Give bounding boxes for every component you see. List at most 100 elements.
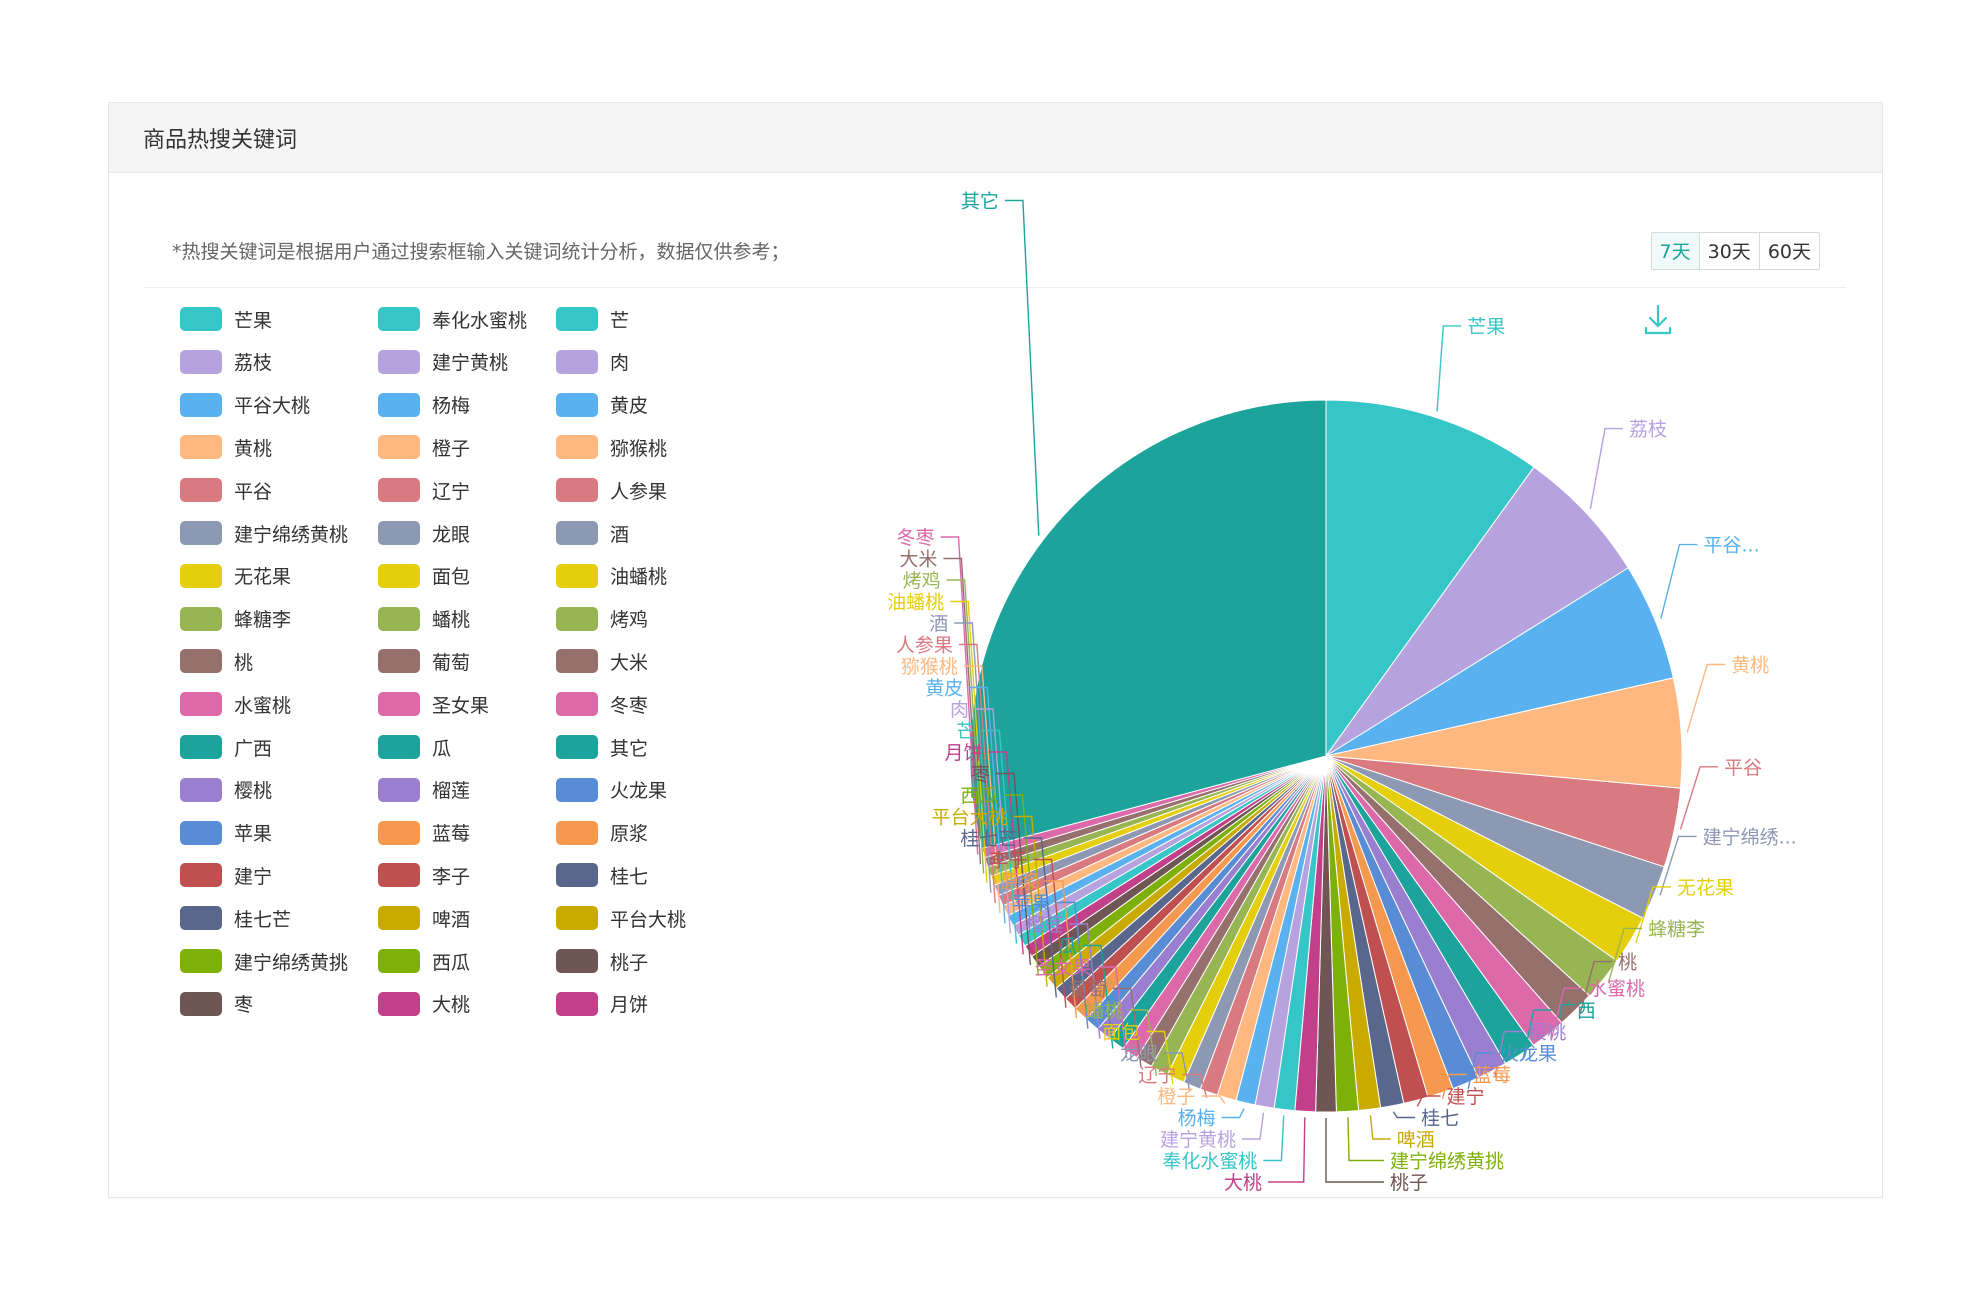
legend-item[interactable]: 平谷大桃: [180, 390, 370, 420]
slice-label: 芒果: [1467, 316, 1505, 338]
legend-item[interactable]: 苹果: [180, 818, 370, 848]
legend-swatch: [556, 606, 598, 631]
slice-label: 樱桃: [1528, 1022, 1566, 1044]
legend-item[interactable]: 荔枝: [180, 347, 370, 377]
label-leader-line: [1607, 927, 1643, 983]
legend-item[interactable]: 建宁黄桃: [378, 347, 548, 377]
legend-item[interactable]: 建宁绵绣黄桃: [180, 518, 370, 548]
legend-item[interactable]: 水蜜桃: [180, 689, 370, 719]
legend-item[interactable]: 原浆: [556, 818, 716, 848]
legend-swatch: [378, 692, 420, 717]
legend-item[interactable]: 猕猴桃: [556, 432, 716, 462]
legend-item[interactable]: 樱桃: [180, 775, 370, 805]
legend-item[interactable]: 油蟠桃: [556, 561, 716, 591]
label-leader-line: [969, 686, 1006, 924]
label-leader-line: [1112, 987, 1142, 1068]
legend-item[interactable]: 人参果: [556, 475, 716, 505]
pie-slice[interactable]: [969, 399, 1327, 849]
legend-item[interactable]: 枣: [180, 989, 370, 1019]
legend-item[interactable]: 面包: [378, 561, 548, 591]
legend-item[interactable]: 冬枣: [556, 689, 716, 719]
legend-label: 桃: [234, 651, 254, 674]
legend-item[interactable]: 芒: [556, 304, 716, 334]
label-leader-line: [963, 665, 1001, 914]
legend-label: 枣: [234, 994, 254, 1017]
pie-slice[interactable]: [1325, 399, 1535, 758]
legend-item[interactable]: 黄桃: [180, 432, 370, 462]
legend-label: 西瓜: [432, 951, 471, 974]
legend-item[interactable]: 平谷: [180, 475, 370, 505]
label-leader-line: [1164, 1052, 1191, 1092]
legend-label: 奉化水蜜桃: [432, 309, 528, 332]
slice-label: 猕猴桃: [901, 656, 958, 678]
legend-item[interactable]: 芒果: [180, 304, 370, 334]
pie-slice[interactable]: [1325, 466, 1629, 757]
legend-item[interactable]: 龙眼: [378, 518, 548, 548]
legend-item[interactable]: 杨梅: [378, 390, 548, 420]
legend-item[interactable]: 桂七: [556, 860, 716, 890]
legend-label: 平谷: [234, 480, 273, 503]
slice-label: 黄皮: [925, 678, 963, 700]
legend-item[interactable]: 大米: [556, 646, 716, 676]
legend-item[interactable]: 瓜: [378, 732, 548, 762]
legend-label: 平谷大桃: [234, 395, 311, 418]
label-leader-line: [1146, 1030, 1174, 1085]
legend-item[interactable]: 平台大桃: [556, 903, 716, 933]
panel-header: 商品热搜关键词: [109, 103, 1882, 173]
legend-item[interactable]: 桂七芒: [180, 903, 370, 933]
label-leader-line: [958, 643, 996, 904]
label-leader-line: [1522, 1009, 1552, 1060]
download-icon[interactable]: [1638, 300, 1678, 340]
legend-item[interactable]: 啤酒: [378, 903, 548, 933]
legend-item[interactable]: 蓝莓: [378, 818, 548, 848]
slice-label: 辽宁: [1138, 1065, 1176, 1087]
legend-item[interactable]: 榴莲: [378, 775, 548, 805]
legend-item[interactable]: 月饼: [556, 989, 716, 1019]
slice-label: 瓜: [1058, 936, 1077, 958]
legend-swatch: [556, 991, 598, 1016]
slice-label: 龙眼: [1120, 1043, 1158, 1065]
legend-item[interactable]: 蟠桃: [378, 604, 548, 634]
legend-item[interactable]: 肉: [556, 347, 716, 377]
legend-item[interactable]: 大桃: [378, 989, 548, 1019]
range-60d-button[interactable]: 60天: [1758, 232, 1819, 269]
label-leader-line: [1325, 1118, 1384, 1183]
legend-item[interactable]: 葡萄: [378, 646, 548, 676]
legend-label: 水蜜桃: [234, 694, 292, 717]
legend-item[interactable]: 建宁: [180, 860, 370, 890]
legend-item[interactable]: 橙子: [378, 432, 548, 462]
legend-item[interactable]: 广西: [180, 732, 370, 762]
label-leader-line: [943, 557, 982, 865]
notice-text: *热搜关键词是根据用户通过搜索框输入关键词统计分析，数据仅供参考；: [172, 241, 790, 263]
legend-item[interactable]: 辽宁: [378, 475, 548, 505]
legend-item[interactable]: 李子: [378, 860, 548, 890]
legend-item[interactable]: 建宁绵绣黄挑: [180, 946, 370, 976]
legend-item[interactable]: 黄皮: [556, 390, 716, 420]
slice-label: 建宁: [1447, 1086, 1485, 1108]
legend-item[interactable]: 酒: [556, 518, 716, 548]
legend-item[interactable]: 火龙果: [556, 775, 716, 805]
legend-item[interactable]: 奉化水蜜桃: [378, 304, 548, 334]
legend-item[interactable]: 西瓜: [378, 946, 548, 976]
slice-label: 大米: [899, 549, 937, 571]
range-7d-button[interactable]: 7天: [1651, 232, 1699, 269]
legend-label: 建宁黄桃: [432, 352, 509, 375]
legend-swatch: [180, 649, 222, 674]
legend-item[interactable]: 无花果: [180, 561, 370, 591]
legend-swatch: [378, 820, 420, 845]
legend-swatch: [180, 949, 222, 973]
legend-item[interactable]: 其它: [556, 732, 716, 762]
legend-swatch: [180, 563, 222, 588]
legend-swatch: [556, 563, 598, 588]
legend-swatch: [180, 863, 222, 888]
legend-item[interactable]: 桃: [180, 646, 370, 676]
legend-item[interactable]: 烤鸡: [556, 604, 716, 634]
slice-label: 圣女果: [1035, 957, 1092, 979]
range-selector: 7天 30天 60天: [1650, 231, 1820, 270]
legend-item[interactable]: 圣女果: [378, 689, 548, 719]
range-30d-button[interactable]: 30天: [1698, 232, 1759, 269]
legend-swatch: [556, 307, 598, 331]
slice-label: 月饼: [944, 742, 982, 764]
legend-item[interactable]: 蜂糖李: [180, 604, 370, 634]
legend-item[interactable]: 桃子: [556, 946, 716, 976]
